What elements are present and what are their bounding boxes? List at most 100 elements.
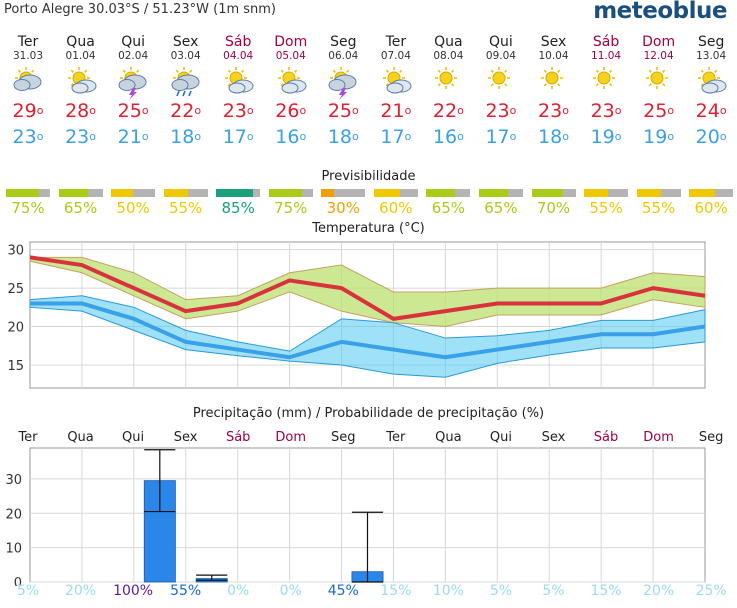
precip-probability: 15% <box>380 583 412 599</box>
predictability-item: 65% <box>475 189 527 217</box>
sun-icon <box>580 64 632 100</box>
max-temp: 25o <box>327 100 359 122</box>
min-temp-range <box>29 295 706 378</box>
predictability-percent: 65% <box>63 199 98 217</box>
predictability-bar <box>426 189 471 197</box>
day-column: Dom 12.04 25o 19o <box>633 34 685 150</box>
predictability-percent: 55% <box>641 199 676 217</box>
temperature-chart: 15 20 25 30 <box>7 241 706 389</box>
x-tick-label: Qua <box>67 430 94 445</box>
precip-probability: 45% <box>327 583 359 599</box>
precip-probability: 20% <box>643 583 675 599</box>
day-column: Qui 02.04 25o 21o <box>107 34 159 150</box>
predictability-bar <box>636 189 681 197</box>
x-tick-label: Sex <box>173 430 198 445</box>
day-name: Ter <box>17 34 39 50</box>
day-date: 04.04 <box>223 50 254 62</box>
precip-probability: 25% <box>695 583 727 599</box>
max-temp: 23o <box>590 100 622 122</box>
day-column: Dom 05.04 26o 16o <box>265 34 317 150</box>
day-name: Sex <box>540 34 567 50</box>
predictability-bar <box>689 189 734 197</box>
day-date: 06.04 <box>328 50 359 62</box>
x-tick-label: Sáb <box>593 430 619 445</box>
predictability-bar <box>6 189 50 197</box>
max-temp: 24o <box>695 100 727 122</box>
predictability-bar <box>531 189 576 197</box>
predictability-percent: 60% <box>379 199 413 217</box>
predictability-item: 65% <box>55 189 107 217</box>
sun-cloud-icon <box>370 64 422 100</box>
min-temp: 16o <box>432 126 464 148</box>
y-tick-label: 20 <box>7 321 24 336</box>
day-date: 08.04 <box>433 50 464 62</box>
sun-cloud-icon <box>265 64 317 100</box>
precip-probability: 5% <box>489 583 513 599</box>
max-temp: 21o <box>380 100 412 122</box>
day-column: Seg 06.04 25o 18o <box>317 34 369 150</box>
sun-icon <box>475 64 527 100</box>
meteoblue-logo[interactable]: meteoblue <box>593 0 727 24</box>
day-column: Sáb 04.04 23o 17o <box>212 34 264 150</box>
day-date: 07.04 <box>380 50 411 62</box>
predictability-percent: 55% <box>168 199 203 217</box>
sun-icon <box>633 64 685 100</box>
precipitation-title: Precipitação (mm) / Probabilidade de pre… <box>192 406 545 421</box>
min-temp: 17o <box>380 126 412 148</box>
predictability-item: 60% <box>370 189 422 217</box>
precip-probability: 15% <box>590 583 622 599</box>
thunderstorm-icon <box>107 64 159 100</box>
x-tick-label: Sáb <box>225 430 251 445</box>
predictability-bar <box>584 189 629 197</box>
predictability-bar <box>321 189 366 197</box>
y-tick-label: 30 <box>5 473 22 488</box>
precip-probability: 55% <box>170 583 202 599</box>
predictability-bar <box>163 189 208 197</box>
day-name: Seg <box>330 34 357 50</box>
min-temp: 16o <box>275 126 307 148</box>
predictability-percent: 65% <box>484 199 518 217</box>
max-temp: 23o <box>222 100 254 122</box>
predictability-item: 65% <box>422 189 474 217</box>
day-date: 12.04 <box>643 50 674 62</box>
max-temp: 26o <box>275 100 307 122</box>
day-name: Sex <box>172 34 199 50</box>
sun-icon <box>528 64 580 100</box>
predictability-title: Previsibilidade <box>321 169 416 184</box>
day-name: Qua <box>434 34 463 50</box>
predictability-item: 85% <box>212 189 264 217</box>
day-date: 09.04 <box>485 50 516 62</box>
predictability-percent: 75% <box>11 199 45 217</box>
predictability-item: 50% <box>107 189 159 217</box>
predictability-bar <box>478 189 523 197</box>
min-temp: 20o <box>695 126 727 148</box>
x-tick-label: Sex <box>541 430 566 445</box>
day-name: Qui <box>121 34 145 50</box>
max-temp: 28o <box>65 100 96 122</box>
predictability-percent: 70% <box>536 199 571 217</box>
min-temp: 19o <box>643 126 675 148</box>
precip-probability: 10% <box>432 583 464 599</box>
min-temp: 18o <box>170 126 202 148</box>
precipitation-chart: 0 10 20 30 <box>5 447 706 586</box>
day-date: 10.04 <box>538 50 569 62</box>
precip-probability: 0% <box>227 583 250 599</box>
day-date: 13.04 <box>696 50 727 62</box>
day-name: Ter <box>385 34 407 50</box>
temperature-title: Temperatura (°C) <box>312 221 425 236</box>
day-date: 03.04 <box>170 50 201 62</box>
max-temp: 25o <box>117 100 149 122</box>
max-temp: 25o <box>643 100 675 122</box>
max-temp-line <box>29 255 706 321</box>
y-tick-label: 20 <box>5 507 22 522</box>
min-temp: 17o <box>222 126 254 148</box>
y-tick-label: 10 <box>5 542 22 557</box>
x-tick-label: Seg <box>331 430 356 445</box>
min-temp: 18o <box>538 126 569 148</box>
partly-cloudy-icon <box>2 64 54 100</box>
max-temp: 22o <box>432 100 464 122</box>
predictability-bar <box>216 189 261 197</box>
sun-cloud-icon <box>55 64 107 100</box>
day-column: Seg 13.04 24o 20o <box>685 34 737 150</box>
max-temp: 29o <box>12 100 44 122</box>
